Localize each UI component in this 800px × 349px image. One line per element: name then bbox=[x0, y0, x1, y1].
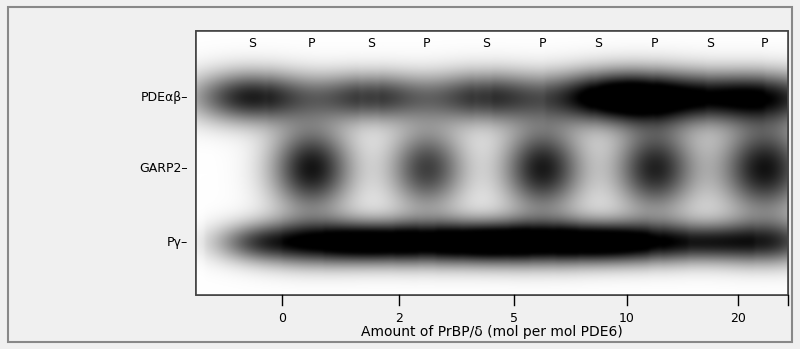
FancyBboxPatch shape bbox=[8, 7, 792, 342]
Text: S: S bbox=[248, 37, 256, 50]
Text: P: P bbox=[651, 37, 658, 50]
Text: S: S bbox=[366, 37, 374, 50]
Text: 2: 2 bbox=[395, 312, 403, 325]
Text: 5: 5 bbox=[510, 312, 518, 325]
Text: S: S bbox=[706, 37, 714, 50]
Text: S: S bbox=[594, 37, 602, 50]
Text: GARP2–: GARP2– bbox=[139, 162, 188, 175]
Text: Amount of PrBP/δ (mol per mol PDE6): Amount of PrBP/δ (mol per mol PDE6) bbox=[361, 325, 623, 339]
Text: 10: 10 bbox=[619, 312, 635, 325]
Text: Pγ–: Pγ– bbox=[166, 236, 188, 249]
Text: P: P bbox=[423, 37, 430, 50]
FancyBboxPatch shape bbox=[196, 31, 788, 295]
Text: PDEαβ–: PDEαβ– bbox=[141, 91, 188, 104]
Text: P: P bbox=[308, 37, 315, 50]
Text: S: S bbox=[482, 37, 490, 50]
Text: P: P bbox=[538, 37, 546, 50]
Text: 0: 0 bbox=[278, 312, 286, 325]
Text: P: P bbox=[761, 37, 768, 50]
Text: 20: 20 bbox=[730, 312, 746, 325]
